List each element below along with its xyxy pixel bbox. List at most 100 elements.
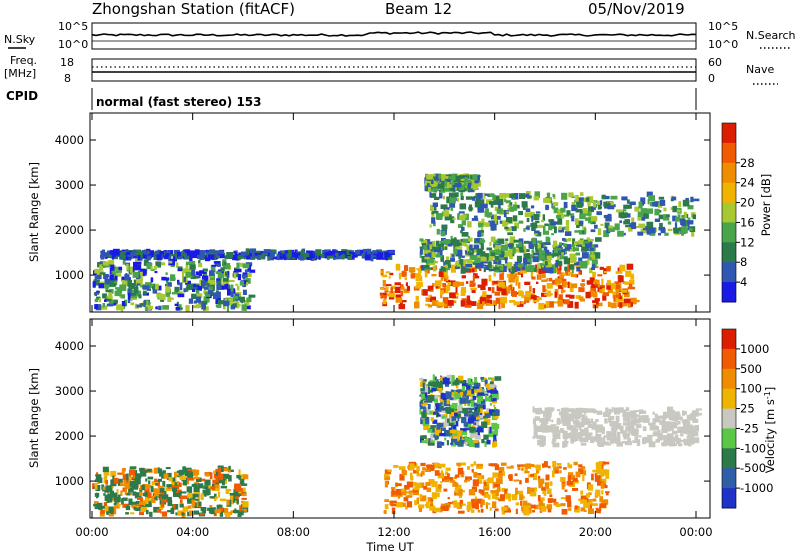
heatmap-cell (472, 182, 480, 187)
heatmap-cell (122, 258, 126, 265)
heatmap-cell (400, 290, 404, 297)
heatmap-cell (490, 223, 497, 231)
heatmap-cell (483, 203, 488, 209)
heatmap-cell (103, 502, 108, 509)
heatmap-cell (425, 180, 432, 186)
heatmap-cell (498, 282, 505, 288)
heatmap-cell (477, 398, 481, 405)
heatmap-cell (187, 477, 195, 481)
heatmap-cell (493, 272, 496, 277)
heatmap-cell (457, 213, 461, 220)
heatmap-cell (572, 436, 579, 441)
heatmap-cell (95, 304, 102, 311)
heatmap-cell (481, 489, 485, 496)
heatmap-cell (469, 283, 475, 287)
heatmap-cell (136, 304, 143, 308)
heatmap-cell (420, 462, 426, 467)
heatmap-cell (113, 502, 117, 506)
heatmap-cell (404, 485, 410, 490)
heatmap-cell (494, 441, 498, 447)
heatmap-cell (228, 280, 235, 283)
heatmap-cell (511, 266, 515, 273)
velocity-heatmap (92, 374, 702, 518)
heatmap-cell (608, 408, 612, 412)
heatmap-cell (187, 495, 190, 502)
heatmap-cell (464, 479, 468, 483)
heatmap-cell (155, 493, 163, 497)
heatmap-cell (240, 508, 247, 512)
heatmap-cell (625, 224, 632, 228)
heatmap-cell (412, 488, 419, 493)
heatmap-cell (440, 184, 447, 188)
heatmap-cell (135, 507, 141, 511)
heatmap-cell (391, 507, 396, 515)
heatmap-cell (585, 260, 588, 268)
heatmap-cell (187, 498, 193, 504)
heatmap-cell (479, 414, 484, 419)
heatmap-cell (430, 248, 434, 254)
heatmap-cell (564, 244, 572, 249)
heatmap-cell (246, 297, 252, 303)
heatmap-cell (139, 491, 143, 496)
heatmap-cell (480, 376, 484, 380)
heatmap-cell (519, 480, 522, 485)
heatmap-cell (474, 258, 481, 264)
heatmap-cell (661, 424, 668, 430)
heatmap-cell (488, 377, 492, 380)
heatmap-cell (185, 268, 191, 273)
heatmap-cell (455, 246, 463, 249)
heatmap-cell (528, 242, 533, 249)
heatmap-cell (489, 303, 493, 306)
heatmap-cell (590, 418, 594, 424)
heatmap-cell (441, 415, 446, 419)
colorbar-segment (722, 202, 736, 223)
heatmap-cell (135, 500, 141, 506)
heatmap-cell (449, 202, 456, 208)
heatmap-cell (607, 289, 614, 294)
heatmap-cell (94, 276, 97, 282)
heatmap-cell (167, 296, 172, 302)
heatmap-cell (139, 487, 143, 492)
heatmap-cell (550, 219, 554, 224)
heatmap-cell (686, 415, 690, 422)
heatmap-cell (165, 487, 172, 491)
heatmap-cell (440, 230, 446, 237)
time-axis-label: Time UT (365, 540, 414, 554)
heatmap-cell (444, 277, 447, 282)
heatmap-cell (377, 252, 384, 260)
heatmap-cell (556, 246, 562, 252)
heatmap-cell (509, 193, 516, 198)
heatmap-cell (500, 254, 504, 259)
heatmap-cell (495, 195, 500, 202)
heatmap-cell (504, 509, 511, 513)
heatmap-cell (449, 434, 454, 439)
heatmap-cell (473, 432, 480, 438)
heatmap-cell (564, 248, 570, 251)
heatmap-cell (221, 467, 229, 472)
heatmap-cell (414, 482, 422, 489)
heatmap-cell (547, 507, 552, 513)
heatmap-cell (126, 492, 131, 496)
heatmap-cell (99, 272, 106, 275)
heatmap-cell (546, 278, 549, 282)
heatmap-cell (452, 424, 457, 430)
heatmap-cell (614, 281, 620, 286)
heatmap-cell (427, 183, 430, 188)
colorbar-tick-label: -100 (740, 441, 766, 455)
heatmap-cell (555, 503, 561, 508)
heatmap-cell (615, 415, 620, 422)
heatmap-cell (180, 495, 187, 500)
heatmap-cell (652, 432, 659, 437)
colorbar-tick-label: 1000 (740, 342, 769, 356)
heatmap-cell (648, 195, 655, 202)
heatmap-cell (219, 474, 225, 481)
heatmap-cell (347, 253, 353, 260)
heatmap-cell (380, 293, 384, 299)
heatmap-cell (535, 248, 541, 253)
heatmap-cell (674, 443, 677, 446)
heatmap-cell (215, 471, 219, 476)
heatmap-cell (490, 463, 498, 467)
heatmap-cell (692, 214, 696, 220)
heatmap-cell (98, 298, 101, 303)
heatmap-cell (215, 468, 222, 472)
